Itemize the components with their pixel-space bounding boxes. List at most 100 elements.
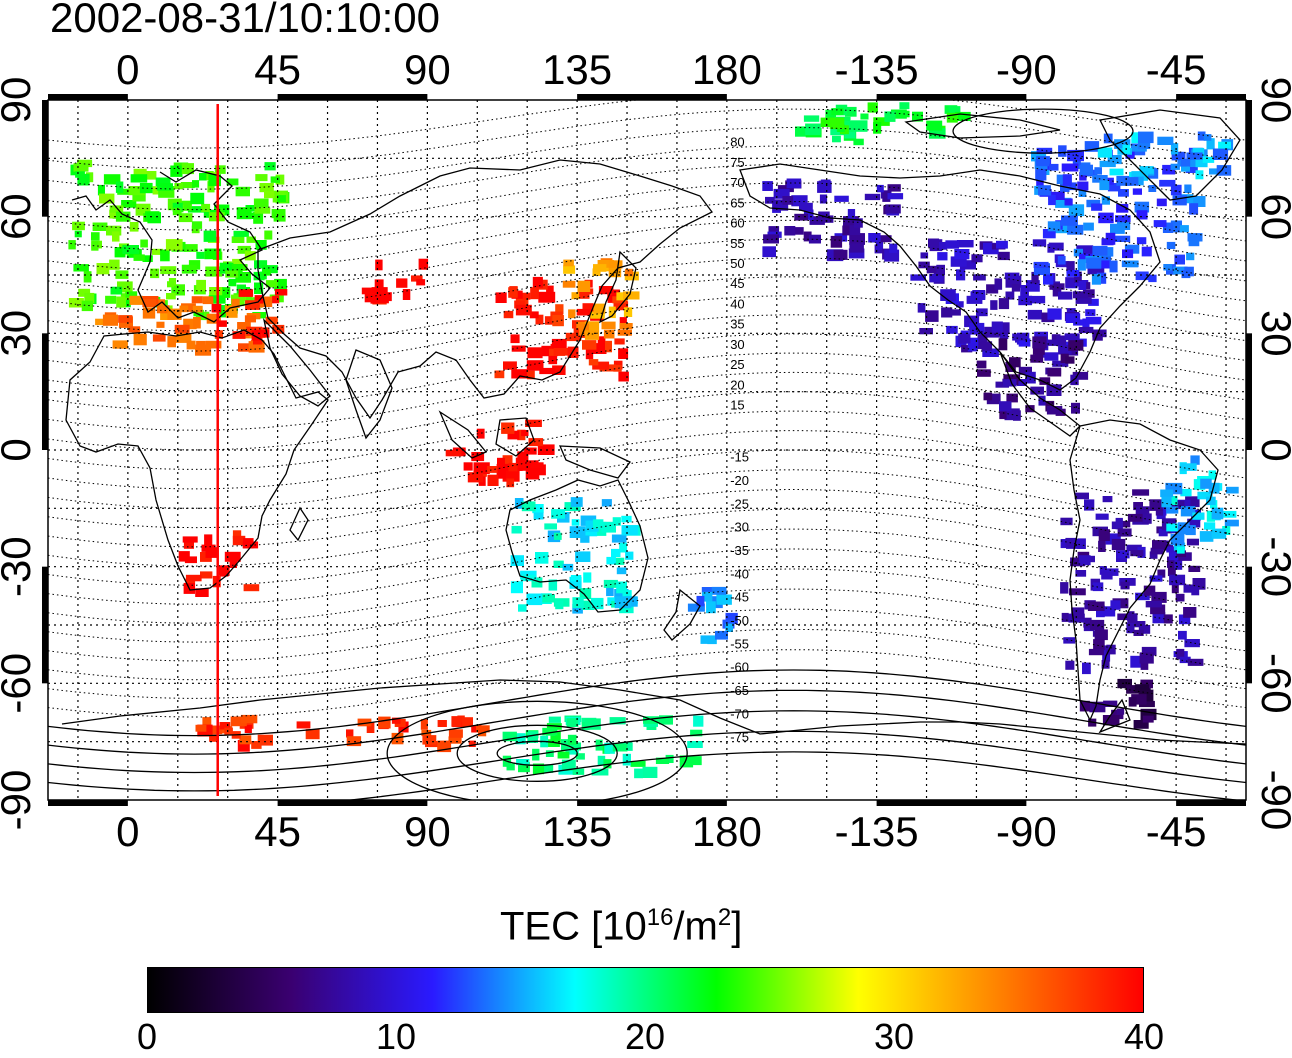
tec-patch-north-america <box>998 298 1010 310</box>
tec-patch-japan <box>617 329 632 336</box>
tec-patch-central-america <box>983 392 993 401</box>
tec-patch-central-america <box>999 407 1007 420</box>
tec-patch-north-america <box>994 278 1003 290</box>
colorbar-title-prefix: TEC [10 <box>500 904 647 949</box>
tec-patch-antarctica-east <box>518 762 530 773</box>
tec-patch-europe-south <box>224 305 237 313</box>
tec-patch-south-america <box>1132 489 1150 496</box>
tec-patch-antarctica-east <box>502 731 517 742</box>
tec-patch-australia <box>535 552 549 564</box>
tec-patch-south-america <box>1088 648 1104 656</box>
tec-patch-alaska <box>763 234 779 244</box>
magnetic-latitude-contour <box>48 219 1246 292</box>
magnetic-latitude-contour <box>48 730 1246 792</box>
magnetic-latitude-label: -45 <box>730 590 749 605</box>
tec-patch-south-america <box>1157 569 1166 578</box>
tec-patch-europe <box>132 192 146 202</box>
tec-patch-south-america <box>1083 617 1092 628</box>
magnetic-latitude-label: -30 <box>730 520 749 535</box>
tec-patch-antarctica-east <box>506 763 515 771</box>
tec-patch-brazil-east <box>1208 470 1216 480</box>
tec-patch-alaska <box>808 234 821 244</box>
tec-patch-arctic <box>832 135 841 143</box>
tec-patch-antarctica-east <box>527 731 538 743</box>
tec-patch-europe <box>109 259 120 270</box>
tec-patch-australia <box>544 523 557 530</box>
tec-patch-canada-east <box>1173 266 1188 275</box>
tec-patch-japan <box>568 309 576 319</box>
tec-patch-antarctica-east <box>693 715 704 727</box>
tec-patch-europe <box>253 212 264 224</box>
tec-patch-greenland <box>1137 141 1151 150</box>
tec-patch-europe <box>274 278 287 291</box>
tec-patch-canada-east <box>1136 237 1147 245</box>
tec-patch-north-america <box>950 309 961 316</box>
tec-patch-alaska <box>762 246 776 258</box>
frame-bar-right <box>1246 333 1252 450</box>
tec-patch-south-africa <box>201 544 216 552</box>
tec-patch-canada-east <box>1038 185 1051 196</box>
tec-patch-north-america <box>1085 309 1096 317</box>
tec-patch-north-america <box>937 252 948 261</box>
tec-patch-canada-east <box>1132 188 1142 195</box>
tec-patch-se-asia <box>487 474 499 486</box>
tec-patch-south-africa <box>183 537 194 549</box>
tec-patch-europe <box>133 254 145 261</box>
tec-patch-europe-south <box>191 296 203 304</box>
tec-patch-canada-east <box>1048 194 1056 206</box>
lat-tick-label-right: 60 <box>1253 193 1292 240</box>
tec-patch-alaska <box>875 239 884 250</box>
tec-patch-east-asia <box>527 347 543 359</box>
tec-patch-europe <box>139 182 153 194</box>
tec-patch-europe-south <box>102 314 118 326</box>
tec-patch-south-america <box>1184 639 1200 648</box>
tec-patch-arctic <box>954 111 971 121</box>
tec-patch-south-africa <box>229 561 237 568</box>
tec-patch-se-asia <box>502 470 520 482</box>
tec-patch-south-america <box>1171 581 1179 594</box>
tec-patch-brazil-east <box>1173 542 1186 551</box>
tec-patch-central-asia <box>361 287 373 295</box>
lat-tick-label-left: -60 <box>0 653 39 714</box>
tec-patch-australia <box>579 588 592 600</box>
tec-patch-australia <box>518 604 527 612</box>
tec-patch-europe <box>178 213 193 223</box>
tec-patch-north-america <box>1052 285 1062 297</box>
tec-patch-canada-east <box>1125 151 1135 159</box>
tec-patch-australia <box>542 594 555 603</box>
tec-patch-europe-south <box>142 307 156 319</box>
tec-patch-north-america <box>967 343 978 352</box>
tec-patch-canada-east <box>1058 145 1067 157</box>
tec-patch-australia <box>622 590 632 600</box>
tec-patch-north-america <box>1047 244 1055 253</box>
tec-patch-east-asia <box>532 276 543 288</box>
tec-patch-antarctica-ring <box>391 732 404 745</box>
tec-patch-europe <box>140 239 148 248</box>
tec-patch-canada-east <box>1125 260 1139 268</box>
frame-bar-top <box>577 94 727 100</box>
tec-patch-japan <box>616 292 628 301</box>
tec-patch-south-america <box>1084 499 1095 511</box>
tec-patch-north-america <box>1028 295 1046 304</box>
frame-bar-left <box>42 100 48 217</box>
tec-patch-australia <box>619 542 628 553</box>
tec-patch-alaska <box>830 235 843 248</box>
tec-patch-south-america <box>1179 656 1191 664</box>
tec-patch-europe-south <box>129 295 143 305</box>
tec-patch-se-asia <box>517 451 529 461</box>
tec-patch-south-america <box>1188 565 1201 572</box>
tec-patch-canada-east <box>1110 223 1125 234</box>
coast-madagascar <box>289 506 309 542</box>
tec-patch-south-america <box>1101 571 1113 580</box>
tec-patch-south-america <box>1178 614 1191 625</box>
tec-patch-greenland <box>1103 133 1113 144</box>
tec-patch-europe <box>97 184 105 196</box>
tec-patch-antarctica-ring <box>244 724 252 733</box>
tec-patch-east-asia <box>538 291 556 303</box>
tec-patch-europe <box>231 236 245 243</box>
tec-patch-europe-south <box>192 305 203 313</box>
tec-patch-japan <box>623 307 633 317</box>
tec-patch-alaska <box>876 184 884 193</box>
tec-patch-greenland <box>1203 134 1212 141</box>
tec-patch-greenland <box>1186 152 1203 160</box>
